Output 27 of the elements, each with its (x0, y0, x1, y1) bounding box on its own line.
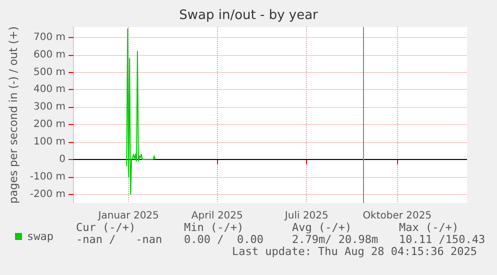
x-tick-label: April 2025 (191, 210, 243, 222)
text: Min (-/+) (184, 221, 244, 234)
x-tick-label: Oktober 2025 (362, 210, 432, 222)
y-tick-label: 300 m (34, 102, 66, 113)
text: Max (-/+) (399, 221, 459, 234)
text: 10.11 /150.43 (399, 233, 486, 246)
y-tick-label: -100 m (30, 171, 66, 182)
text: Avg (-/+) (292, 221, 352, 234)
x-tick-label: Juli 2025 (284, 210, 328, 222)
text: -nan / -nan (76, 233, 162, 246)
y-tick-label: 700 m (34, 32, 66, 43)
text: Last update: Thu Aug 28 04:15:36 2025 (232, 245, 478, 258)
text: 0.00 / 0.00 (184, 233, 264, 246)
y-tick-label: -200 m (30, 188, 66, 200)
chart-title: Swap in/out - by year (179, 8, 319, 23)
y-tick-label: 0 (59, 154, 66, 165)
y-tick-label: 600 m (34, 49, 66, 60)
line-series (126, 28, 156, 195)
y-tick-label: 500 m (34, 66, 66, 78)
y-axis-title: pages per second in (-) / out (+) (7, 26, 20, 204)
y-tick-label: 100 m (34, 136, 66, 148)
x-tick-label: Januar 2025 (97, 210, 159, 222)
text: 2.79m/ 20.98m (292, 233, 378, 246)
legend-label: swap (27, 230, 54, 243)
text: Cur (-/+) (76, 221, 136, 234)
y-tick-label: 200 m (34, 119, 66, 130)
y-tick-label: 400 m (34, 84, 66, 96)
